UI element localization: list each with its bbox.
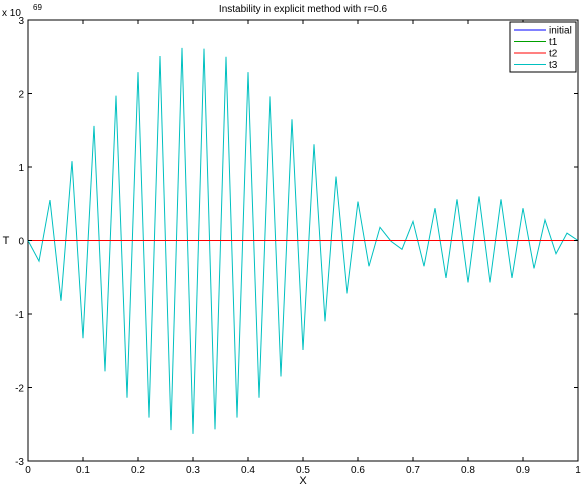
y-tick-label: -3: [15, 457, 24, 468]
legend-label-t1: t1: [549, 37, 558, 48]
y-tick-label: 3: [18, 16, 24, 27]
x-tick-label: 0.2: [131, 465, 145, 476]
x-tick-label: 0.1: [76, 465, 90, 476]
x-tick-label: 0.3: [186, 465, 200, 476]
x-tick-label: 0.6: [351, 465, 365, 476]
legend-label-t2: t2: [549, 49, 558, 60]
x-tick-label: 0.7: [406, 465, 420, 476]
x-tick-label: 0.4: [241, 465, 255, 476]
x-axis-label: X: [299, 475, 307, 487]
y-tick-label: 2: [18, 90, 24, 101]
x-tick-label: 0.8: [461, 465, 475, 476]
chart-title: Instability in explicit method with r=0.…: [219, 4, 388, 15]
y-tick-label: 0: [18, 237, 24, 248]
legend-label-t3: t3: [549, 60, 558, 71]
y-tick-label: -2: [15, 384, 24, 395]
y-exponent-label: x 10: [2, 8, 21, 19]
x-tick-label: 1: [575, 465, 581, 476]
y-exponent-power: 69: [33, 3, 42, 12]
y-tick-label: 1: [18, 163, 24, 174]
y-tick-label: -1: [15, 310, 24, 321]
series-line-t3: [27, 47, 579, 434]
series-layer: [27, 47, 579, 434]
y-axis-label: T: [3, 235, 10, 247]
x-tick-label: 0.5: [296, 465, 310, 476]
x-tick-label: 0: [25, 465, 31, 476]
legend-label-initial: initial: [549, 26, 572, 37]
axis-ticks: 0 0.1 0.2 0.3 0.4 0.5 0.6 0.7 0.8 0.9 1 -3 -2 -1 0 1 2 3: [15, 16, 581, 476]
x-tick-label: 0.9: [516, 465, 530, 476]
